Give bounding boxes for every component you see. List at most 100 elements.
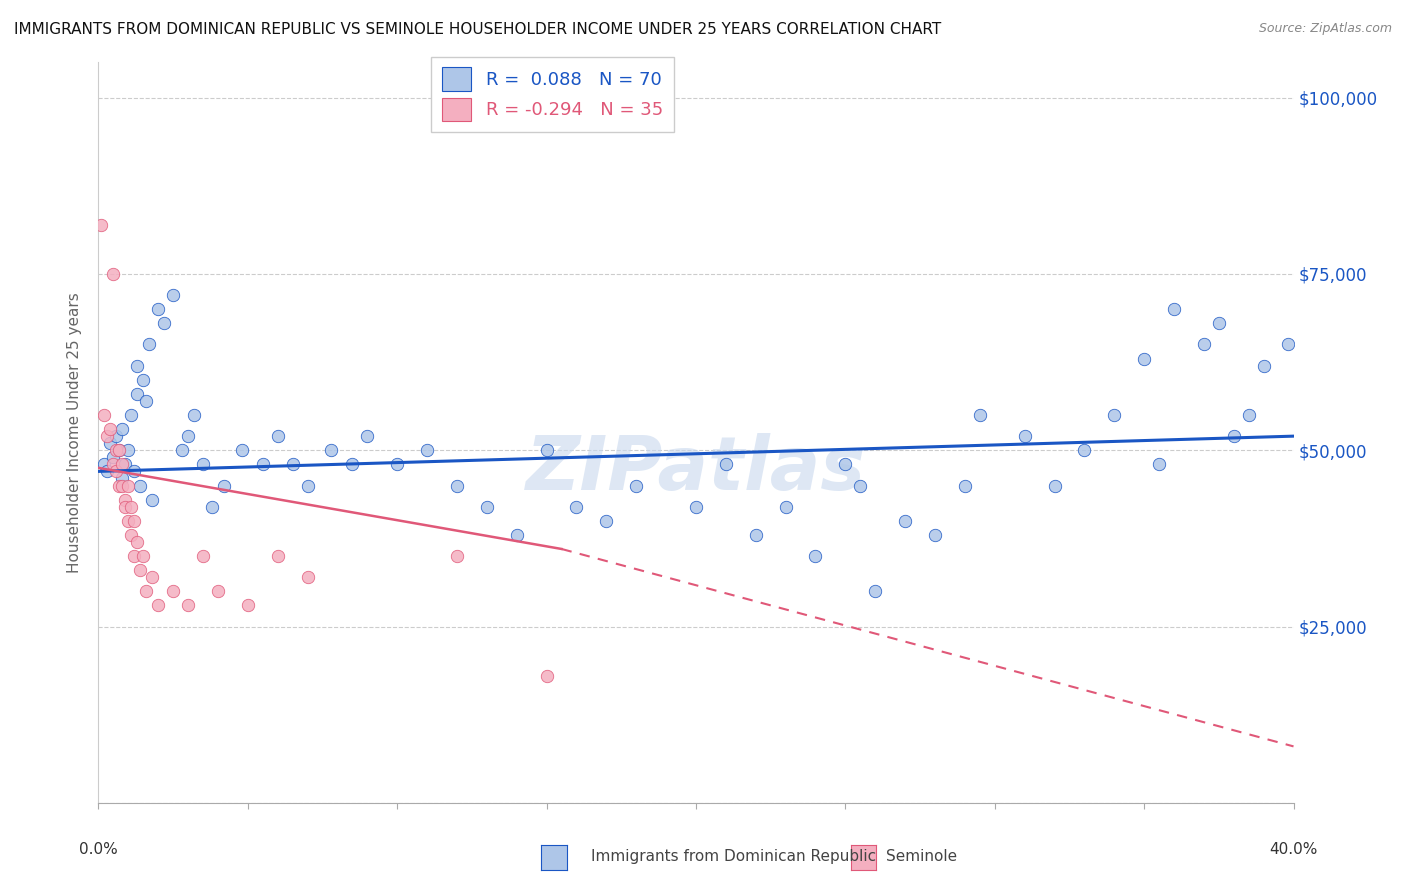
Point bbox=[201, 500, 224, 514]
Point bbox=[506, 528, 529, 542]
Point bbox=[129, 563, 152, 577]
Point bbox=[162, 584, 184, 599]
Point bbox=[595, 514, 617, 528]
Point bbox=[565, 500, 588, 514]
Point bbox=[127, 359, 149, 373]
Point bbox=[105, 464, 128, 478]
Point bbox=[114, 458, 136, 472]
Point bbox=[252, 458, 274, 472]
Point bbox=[153, 316, 176, 330]
Point bbox=[162, 288, 184, 302]
Point bbox=[775, 500, 797, 514]
Point bbox=[114, 500, 136, 514]
Point bbox=[93, 408, 115, 422]
Point bbox=[105, 443, 128, 458]
Point bbox=[1192, 337, 1215, 351]
Point bbox=[212, 478, 235, 492]
Point bbox=[1043, 478, 1066, 492]
Point bbox=[267, 429, 290, 443]
Point bbox=[953, 478, 976, 492]
Text: Immigrants from Dominican Republic: Immigrants from Dominican Republic bbox=[591, 849, 876, 863]
Point bbox=[141, 570, 163, 584]
Point bbox=[342, 458, 364, 472]
Point bbox=[96, 464, 118, 478]
Text: 0.0%: 0.0% bbox=[79, 842, 118, 856]
Point bbox=[108, 443, 131, 458]
Point bbox=[1133, 351, 1156, 366]
Point bbox=[1208, 316, 1230, 330]
Point bbox=[626, 478, 648, 492]
Point bbox=[117, 514, 139, 528]
Point bbox=[108, 478, 131, 492]
Point bbox=[103, 450, 125, 465]
Point bbox=[120, 528, 142, 542]
Point bbox=[834, 458, 856, 472]
Text: Seminole: Seminole bbox=[886, 849, 957, 863]
Point bbox=[1014, 429, 1036, 443]
Point bbox=[132, 549, 155, 563]
Point bbox=[536, 443, 558, 458]
Point bbox=[321, 443, 343, 458]
Point bbox=[138, 337, 160, 351]
Point bbox=[135, 393, 157, 408]
Point bbox=[1223, 429, 1246, 443]
Point bbox=[385, 458, 409, 472]
Point bbox=[183, 408, 205, 422]
Point bbox=[177, 599, 200, 613]
Text: IMMIGRANTS FROM DOMINICAN REPUBLIC VS SEMINOLE HOUSEHOLDER INCOME UNDER 25 YEARS: IMMIGRANTS FROM DOMINICAN REPUBLIC VS SE… bbox=[14, 22, 941, 37]
Point bbox=[191, 458, 214, 472]
Point bbox=[894, 514, 917, 528]
Point bbox=[103, 458, 125, 472]
Point bbox=[148, 302, 170, 317]
Point bbox=[90, 218, 112, 232]
Point bbox=[117, 478, 139, 492]
Point bbox=[446, 478, 468, 492]
Point bbox=[141, 492, 163, 507]
Point bbox=[108, 443, 131, 458]
Point bbox=[924, 528, 946, 542]
Point bbox=[207, 584, 229, 599]
Point bbox=[267, 549, 290, 563]
Point bbox=[416, 443, 439, 458]
Point bbox=[745, 528, 768, 542]
Point bbox=[1073, 443, 1095, 458]
Point bbox=[93, 458, 115, 472]
Point bbox=[148, 599, 170, 613]
Point bbox=[135, 584, 157, 599]
Point bbox=[120, 408, 142, 422]
Text: ZIPatlas: ZIPatlas bbox=[526, 434, 866, 506]
Point bbox=[1237, 408, 1260, 422]
Point bbox=[297, 570, 319, 584]
Point bbox=[124, 464, 146, 478]
Point bbox=[281, 458, 304, 472]
Point bbox=[297, 478, 319, 492]
Point bbox=[804, 549, 827, 563]
Point bbox=[127, 387, 149, 401]
Point bbox=[117, 443, 139, 458]
Point bbox=[685, 500, 707, 514]
Point bbox=[103, 267, 125, 281]
Point bbox=[127, 535, 149, 549]
Point bbox=[446, 549, 468, 563]
Point bbox=[120, 500, 142, 514]
Point bbox=[98, 436, 122, 450]
Point bbox=[132, 373, 155, 387]
Point bbox=[231, 443, 253, 458]
Point bbox=[177, 429, 200, 443]
Point bbox=[124, 549, 146, 563]
Point bbox=[475, 500, 498, 514]
Point bbox=[1163, 302, 1185, 317]
Text: Source: ZipAtlas.com: Source: ZipAtlas.com bbox=[1258, 22, 1392, 36]
Point bbox=[98, 422, 122, 436]
Point bbox=[111, 458, 134, 472]
Point bbox=[865, 584, 887, 599]
Point bbox=[1147, 458, 1170, 472]
Point bbox=[536, 669, 558, 683]
Point bbox=[129, 478, 152, 492]
Point bbox=[849, 478, 872, 492]
Point bbox=[191, 549, 214, 563]
Point bbox=[356, 429, 378, 443]
Y-axis label: Householder Income Under 25 years: Householder Income Under 25 years bbox=[67, 293, 83, 573]
Point bbox=[236, 599, 259, 613]
Point bbox=[714, 458, 737, 472]
